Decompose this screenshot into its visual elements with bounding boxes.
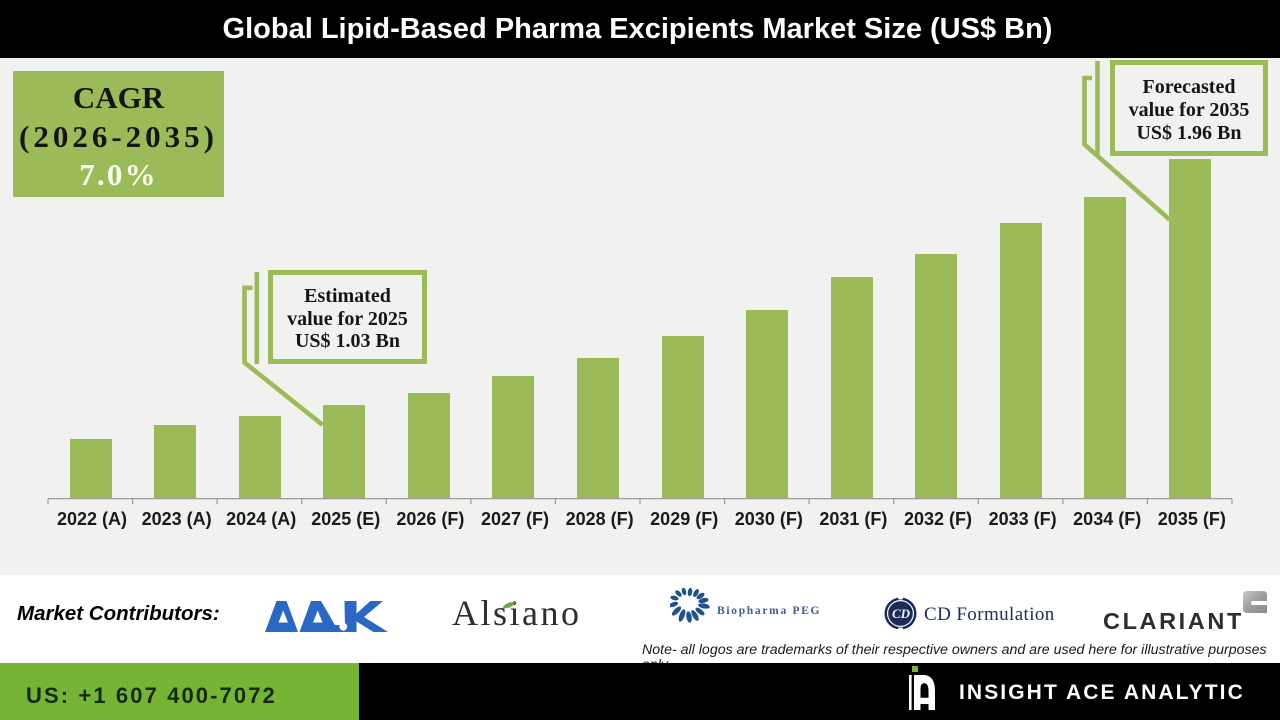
svg-text:CD: CD [892,606,911,621]
